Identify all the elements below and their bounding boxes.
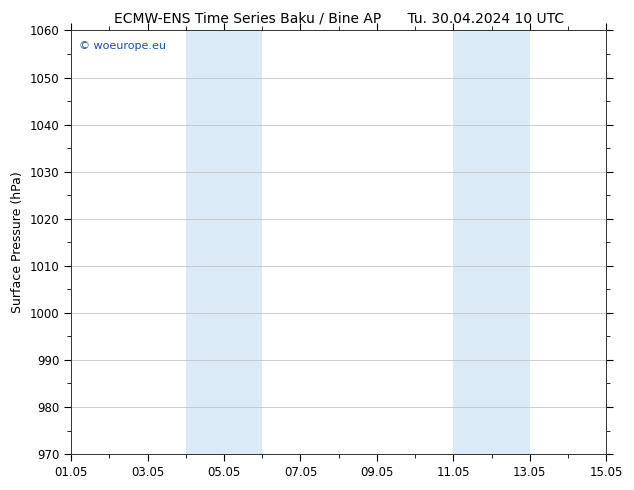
Title: ECMW-ENS Time Series Baku / Bine AP      Tu. 30.04.2024 10 UTC: ECMW-ENS Time Series Baku / Bine AP Tu. … [113,11,564,25]
Bar [224,30,262,454]
Text: © woeurope.eu: © woeurope.eu [79,41,166,51]
Bar [491,30,530,454]
Y-axis label: Surface Pressure (hPa): Surface Pressure (hPa) [11,172,24,313]
Bar [453,30,491,454]
Bar [186,30,224,454]
